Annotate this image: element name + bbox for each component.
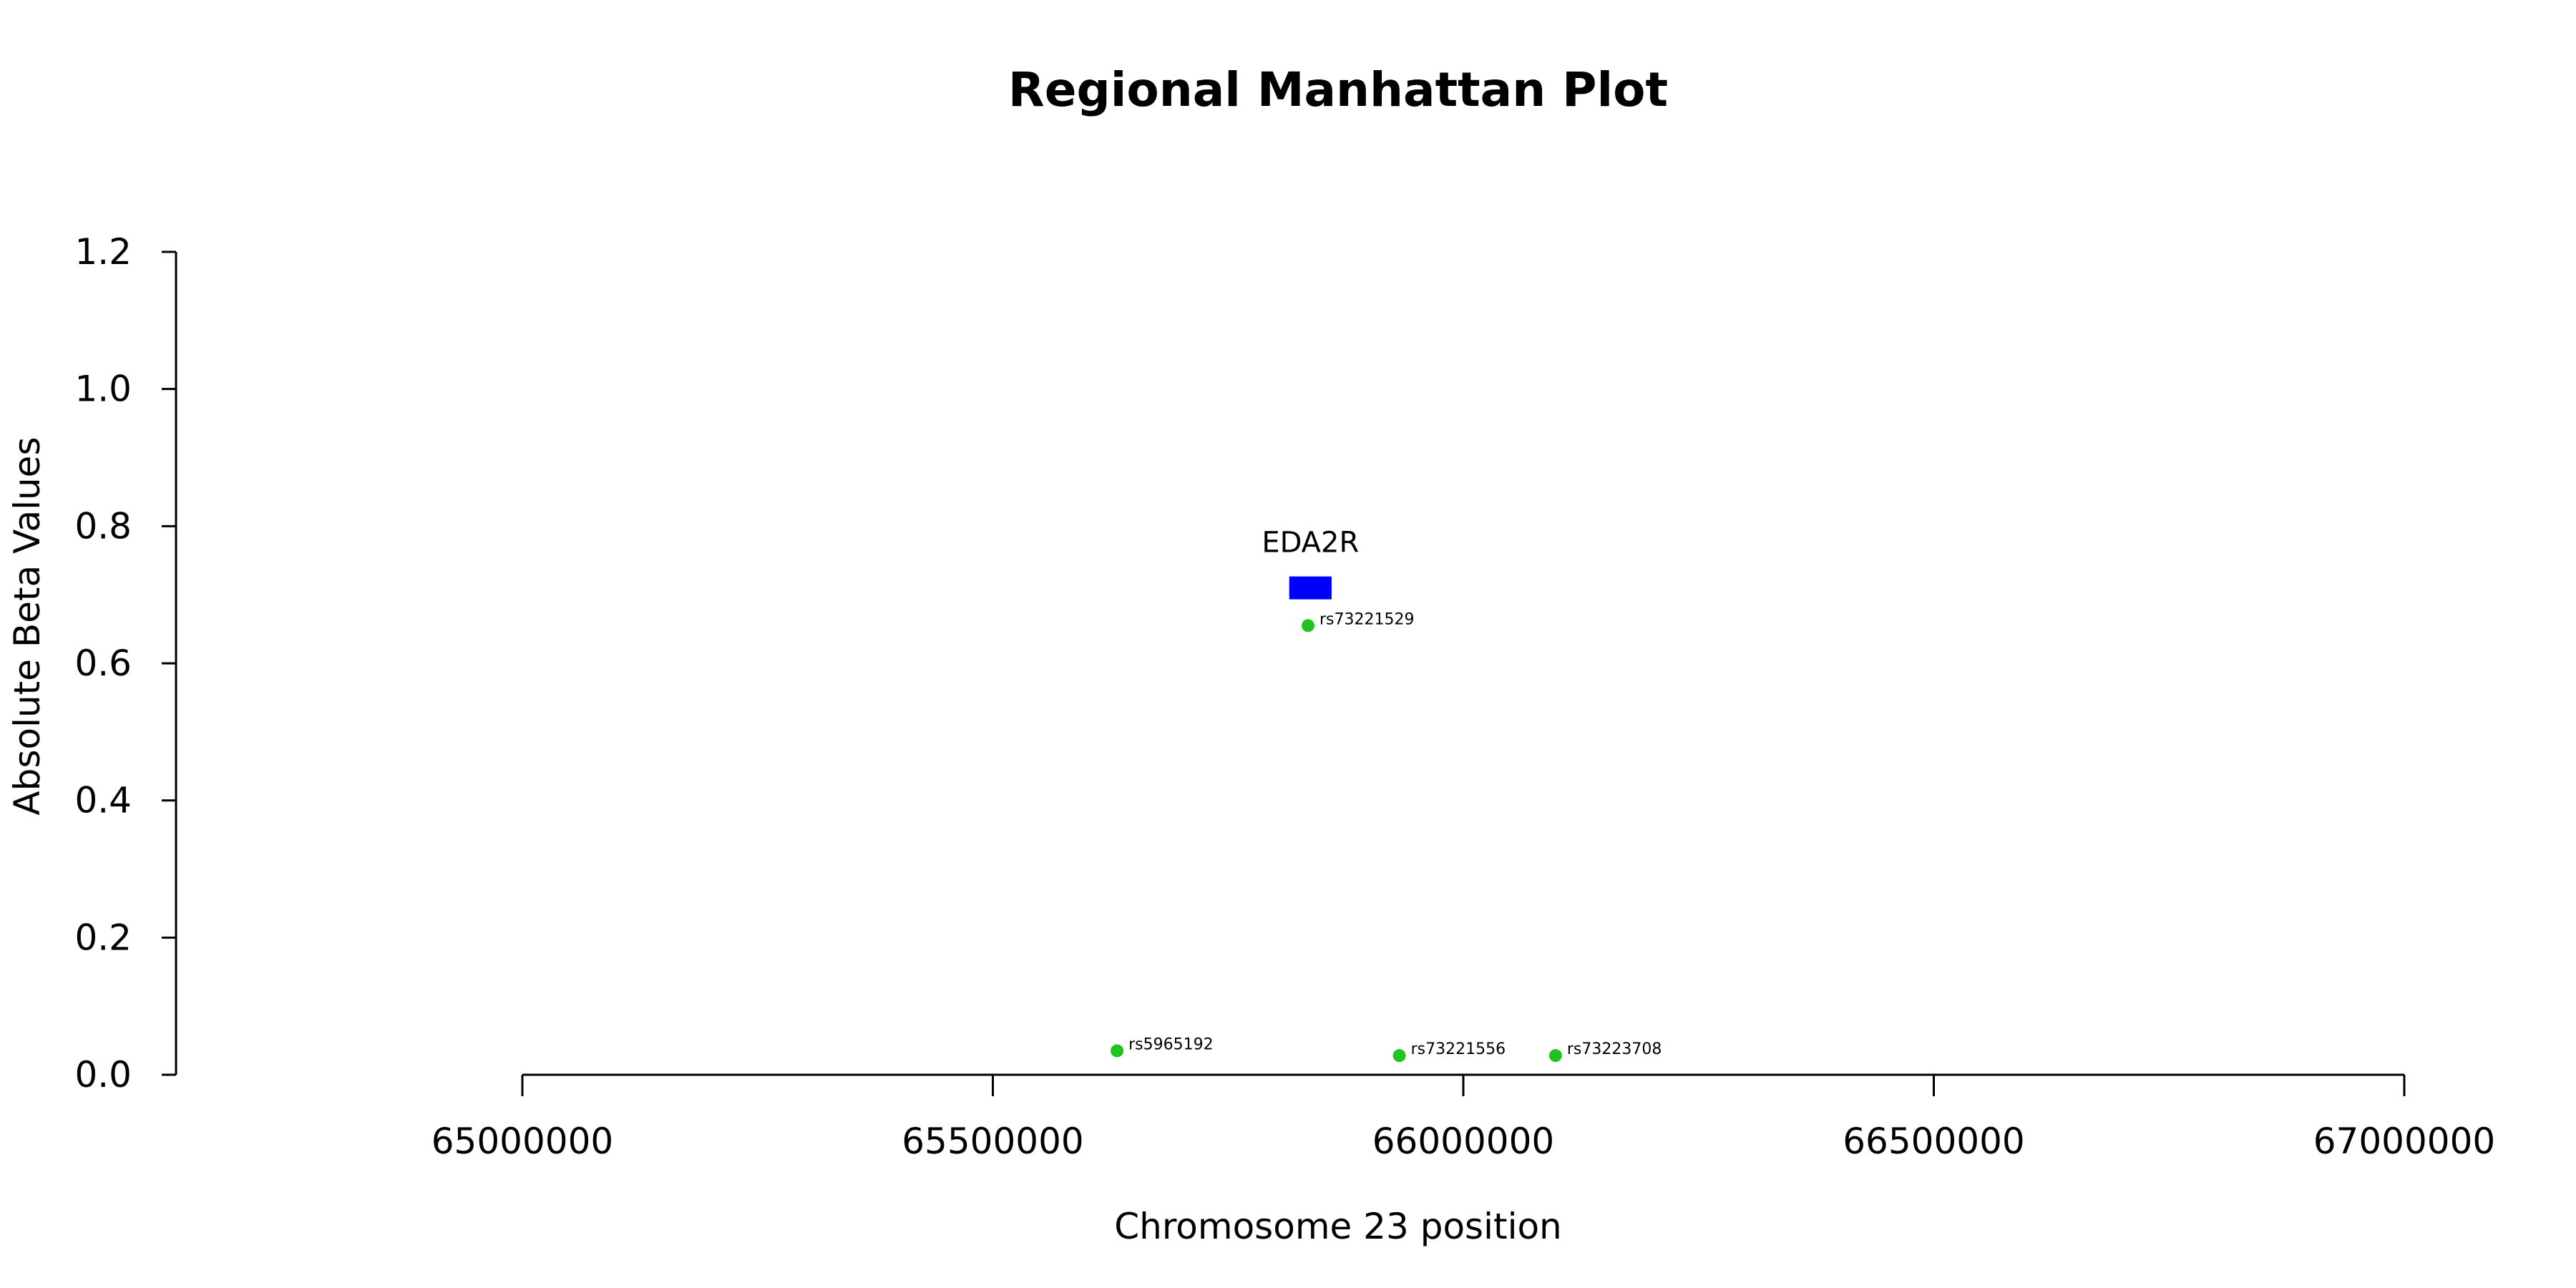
- x-axis: 65000000 65500000 66000000 66500000 67000000: [431, 1073, 2496, 1162]
- snp-point: [1302, 619, 1315, 633]
- y-tick-label: 0.6: [74, 643, 132, 684]
- snp-label: rs73221529: [1319, 610, 1414, 628]
- y-tick-label: 1.2: [74, 231, 132, 273]
- x-axis-title: Chromosome 23 position: [1114, 1206, 1562, 1247]
- gene-label: EDA2R: [1262, 527, 1359, 560]
- y-axis: 0.0 0.2 0.4 0.6 0.8 1.0 1.2: [74, 231, 177, 1096]
- snp-points: rs73221529 rs5965192 rs73221556 rs73223708: [1111, 610, 1662, 1063]
- snp-label: rs73221556: [1411, 1040, 1506, 1058]
- chart-title: Regional Manhattan Plot: [1008, 62, 1668, 117]
- y-tick-label: 1.0: [74, 369, 132, 410]
- y-tick-label: 0.8: [74, 505, 132, 547]
- x-tick-label: 66500000: [1843, 1121, 2025, 1162]
- snp-point: [1111, 1044, 1124, 1058]
- snp-point: [1392, 1049, 1406, 1063]
- y-axis-title: Absolute Beta Values: [6, 437, 48, 816]
- snp-label: rs73223708: [1567, 1040, 1662, 1058]
- y-tick-label: 0.4: [74, 780, 132, 821]
- gene-track: EDA2R: [1262, 527, 1359, 600]
- x-tick-label: 67000000: [2313, 1121, 2496, 1162]
- x-tick-label: 66000000: [1372, 1121, 1555, 1162]
- gene-bar: [1289, 576, 1332, 600]
- snp-label: rs5965192: [1128, 1035, 1214, 1053]
- x-tick-label: 65500000: [902, 1121, 1084, 1162]
- x-tick-label: 65000000: [431, 1121, 614, 1162]
- snp-point: [1548, 1049, 1562, 1063]
- y-tick-label: 0.2: [74, 917, 132, 958]
- y-tick-label: 0.0: [74, 1054, 132, 1096]
